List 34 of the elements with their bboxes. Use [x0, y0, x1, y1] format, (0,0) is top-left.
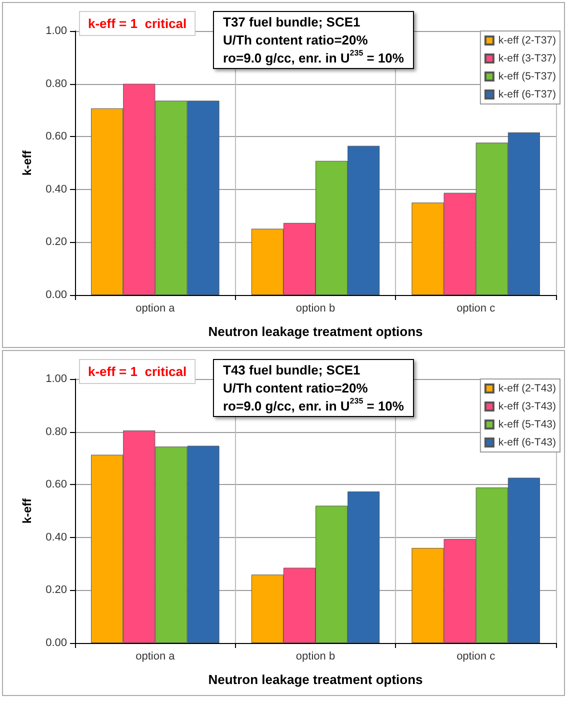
y-tick-label: 0.60	[46, 478, 67, 491]
y-tick-label: 1.00	[46, 25, 67, 37]
x-tick-label: option c	[456, 650, 496, 662]
y-tick-label: 0.00	[46, 289, 67, 301]
y-axis-title: k-eff	[20, 497, 34, 524]
legend-label: k-eff (6-T37)	[498, 88, 556, 100]
y-tick-label: 0.60	[46, 130, 67, 143]
legend-label: k-eff (5-T43)	[498, 418, 556, 430]
text: k-eff = 1 critical	[88, 16, 187, 31]
y-tick-label: 0.80	[46, 78, 67, 90]
chart-title: T43 fuel bundle; SCE1	[223, 362, 360, 378]
legend-label: k-eff (2-T43)	[498, 382, 556, 394]
x-axis-title: Neutron leakage treatment options	[208, 324, 423, 339]
x-tick-label: option b	[296, 650, 336, 662]
text: k-eff = 1 critical	[88, 364, 187, 379]
x-tick-label: option a	[136, 302, 176, 314]
x-tick-label: option a	[136, 650, 176, 662]
legend-label: k-eff (5-T37)	[498, 70, 556, 82]
y-tick-label: 1.00	[46, 373, 67, 385]
x-tick-label: option c	[456, 302, 496, 314]
legend-label: k-eff (6-T43)	[498, 436, 556, 448]
y-tick-label: 0.80	[46, 426, 67, 438]
legend-label: k-eff (3-T43)	[498, 400, 556, 412]
y-tick-label: 0.20	[46, 584, 67, 596]
x-axis-title: Neutron leakage treatment options	[208, 672, 423, 687]
y-axis-title: k-eff	[20, 149, 34, 176]
legend-label: k-eff (2-T37)	[498, 34, 556, 46]
y-tick-label: 0.00	[46, 637, 67, 649]
y-tick-label: 0.20	[46, 236, 67, 248]
y-tick-label: 0.40	[46, 183, 67, 196]
x-tick-label: option b	[296, 302, 336, 314]
y-tick-label: 0.40	[46, 531, 67, 544]
legend-label: k-eff (3-T37)	[498, 52, 556, 64]
chart-title: T37 fuel bundle; SCE1	[223, 14, 360, 30]
